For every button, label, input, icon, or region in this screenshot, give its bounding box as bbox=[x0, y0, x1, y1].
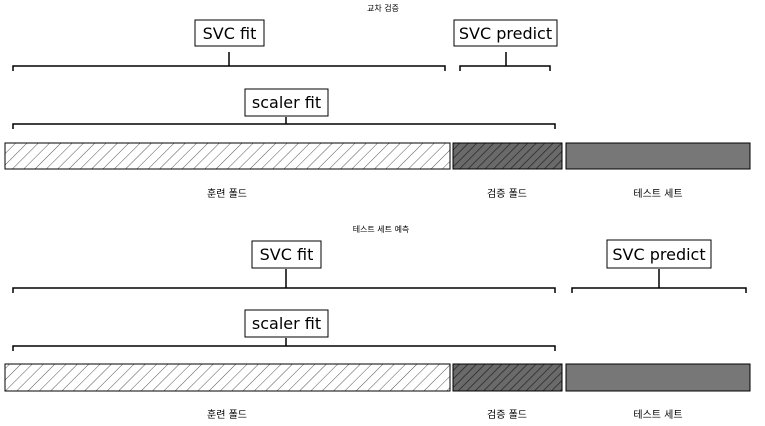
train-fold-label: 훈련 폴드 bbox=[207, 187, 247, 200]
svc-fit-label: SVC fit bbox=[203, 24, 257, 43]
svc-predict-brace bbox=[459, 52, 551, 71]
svc-fit-brace bbox=[12, 269, 556, 293]
scaler-fit-brace bbox=[12, 117, 556, 129]
panel-title: 테스트 세트 예측 bbox=[353, 224, 410, 234]
test-set-bar bbox=[565, 363, 751, 392]
validation-fold-label: 검증 폴드 bbox=[487, 409, 527, 421]
svc-predict-brace bbox=[571, 269, 747, 293]
svc-predict-label: SVC predict bbox=[459, 24, 552, 43]
train-fold-bar bbox=[4, 363, 451, 392]
cross-validation-panel: 교차 검증 SVC fit SVC predict scaler fit 훈련 … bbox=[4, 3, 751, 200]
svc-fit-label: SVC fit bbox=[260, 245, 314, 264]
scaler-fit-label: scaler fit bbox=[252, 314, 321, 333]
svc-fit-box bbox=[194, 19, 265, 47]
validation-fold-bar bbox=[452, 142, 563, 170]
svc-predict-label: SVC predict bbox=[612, 245, 705, 264]
train-fold-label: 훈련 폴드 bbox=[207, 408, 247, 421]
scaler-fit-box bbox=[244, 88, 329, 117]
svc-fit-box bbox=[251, 240, 322, 269]
scaler-fit-box bbox=[244, 309, 329, 338]
panel-title: 교차 검증 bbox=[367, 3, 399, 13]
test-set-bar bbox=[565, 142, 751, 170]
validation-fold-label: 검증 폴드 bbox=[487, 188, 527, 200]
svc-fit-brace bbox=[12, 52, 446, 71]
validation-fold-bar bbox=[452, 363, 563, 392]
scaler-fit-label: scaler fit bbox=[252, 93, 321, 112]
svc-predict-box bbox=[453, 19, 558, 47]
scaler-fit-brace bbox=[12, 338, 556, 351]
test-set-prediction-panel: 테스트 세트 예측 SVC fit SVC predict scaler fit… bbox=[4, 224, 751, 421]
test-set-label: 테스트 세트 bbox=[633, 409, 682, 421]
train-fold-bar bbox=[4, 142, 451, 170]
test-set-label: 테스트 세트 bbox=[633, 188, 682, 200]
svc-predict-box bbox=[606, 239, 712, 269]
